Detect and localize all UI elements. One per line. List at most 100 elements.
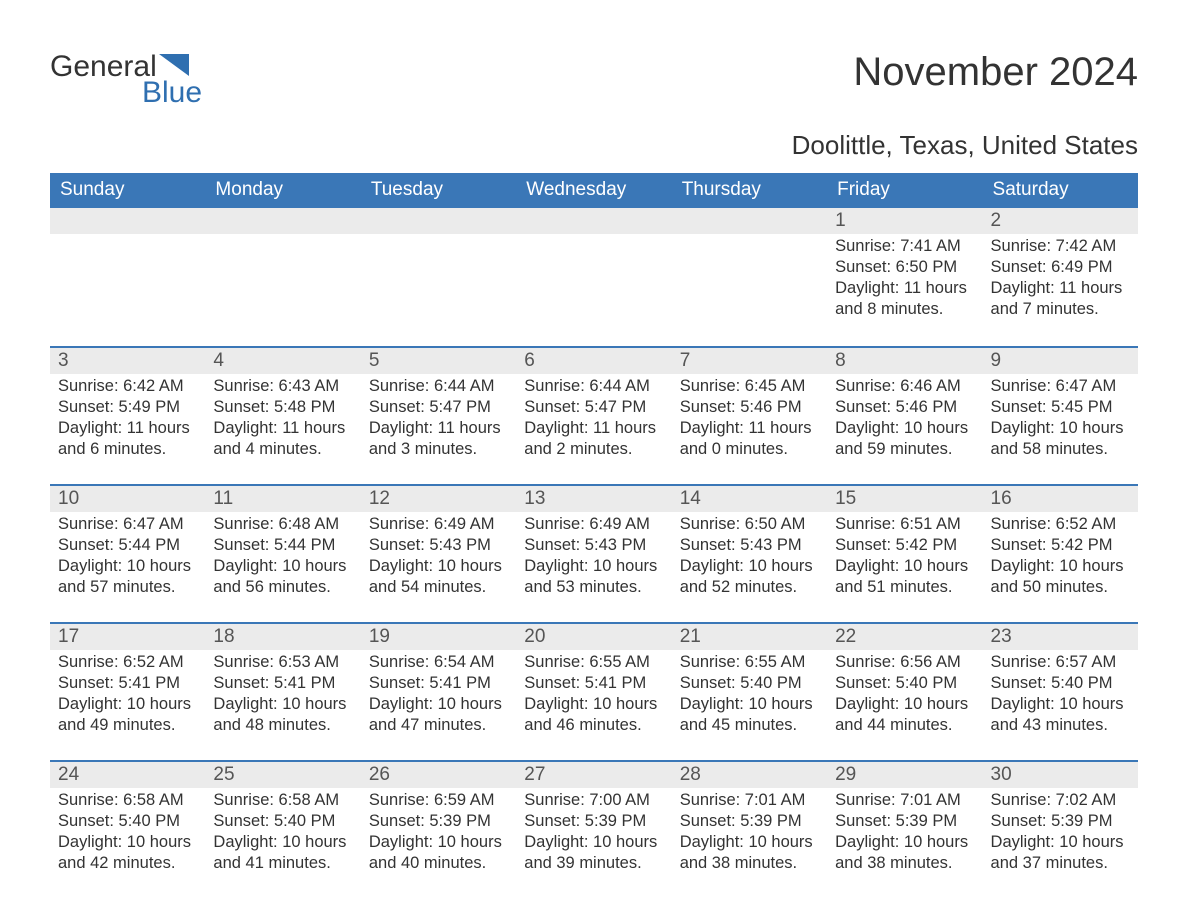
sunrise-text: Sunrise: 6:47 AM [58,514,197,535]
daylight-text: Daylight: 10 hours and 46 minutes. [524,694,663,736]
daylight-text: Daylight: 10 hours and 51 minutes. [835,556,974,598]
sunrise-text: Sunrise: 7:42 AM [991,236,1130,257]
day-number [672,208,827,234]
day-cell: 7Sunrise: 6:45 AMSunset: 5:46 PMDaylight… [672,348,827,484]
sunrise-text: Sunrise: 7:01 AM [680,790,819,811]
day-number [516,208,671,234]
sunset-text: Sunset: 5:41 PM [369,673,508,694]
day-body: Sunrise: 6:58 AMSunset: 5:40 PMDaylight:… [50,788,205,882]
sunset-text: Sunset: 5:44 PM [213,535,352,556]
day-number: 30 [983,762,1138,788]
day-cell: 14Sunrise: 6:50 AMSunset: 5:43 PMDayligh… [672,486,827,622]
sunset-text: Sunset: 5:43 PM [524,535,663,556]
day-cell: 25Sunrise: 6:58 AMSunset: 5:40 PMDayligh… [205,762,360,898]
day-cell: 22Sunrise: 6:56 AMSunset: 5:40 PMDayligh… [827,624,982,760]
weekday-heading: Sunday [50,173,205,208]
weekday-heading: Wednesday [516,173,671,208]
logo: General Blue [50,50,202,110]
sunset-text: Sunset: 5:41 PM [213,673,352,694]
daylight-text: Daylight: 11 hours and 7 minutes. [991,278,1130,320]
day-body: Sunrise: 7:02 AMSunset: 5:39 PMDaylight:… [983,788,1138,882]
day-number: 15 [827,486,982,512]
sunrise-text: Sunrise: 6:58 AM [213,790,352,811]
day-cell: 26Sunrise: 6:59 AMSunset: 5:39 PMDayligh… [361,762,516,898]
daylight-text: Daylight: 10 hours and 44 minutes. [835,694,974,736]
sunrise-text: Sunrise: 7:01 AM [835,790,974,811]
sunset-text: Sunset: 5:43 PM [369,535,508,556]
daylight-text: Daylight: 10 hours and 57 minutes. [58,556,197,598]
day-cell: 20Sunrise: 6:55 AMSunset: 5:41 PMDayligh… [516,624,671,760]
daylight-text: Daylight: 10 hours and 39 minutes. [524,832,663,874]
sunrise-text: Sunrise: 7:02 AM [991,790,1130,811]
calendar: Sunday Monday Tuesday Wednesday Thursday… [50,173,1138,898]
day-cell: 23Sunrise: 6:57 AMSunset: 5:40 PMDayligh… [983,624,1138,760]
day-number: 19 [361,624,516,650]
sunset-text: Sunset: 5:46 PM [680,397,819,418]
sunrise-text: Sunrise: 6:44 AM [524,376,663,397]
daylight-text: Daylight: 10 hours and 54 minutes. [369,556,508,598]
sunset-text: Sunset: 5:39 PM [835,811,974,832]
day-body: Sunrise: 6:50 AMSunset: 5:43 PMDaylight:… [672,512,827,606]
daylight-text: Daylight: 11 hours and 2 minutes. [524,418,663,460]
week-row: 10Sunrise: 6:47 AMSunset: 5:44 PMDayligh… [50,484,1138,622]
day-cell [361,208,516,346]
sunrise-text: Sunrise: 6:49 AM [524,514,663,535]
day-cell: 13Sunrise: 6:49 AMSunset: 5:43 PMDayligh… [516,486,671,622]
day-number: 22 [827,624,982,650]
sunset-text: Sunset: 5:43 PM [680,535,819,556]
day-body: Sunrise: 6:57 AMSunset: 5:40 PMDaylight:… [983,650,1138,744]
day-body: Sunrise: 7:01 AMSunset: 5:39 PMDaylight:… [827,788,982,882]
day-cell: 17Sunrise: 6:52 AMSunset: 5:41 PMDayligh… [50,624,205,760]
sunrise-text: Sunrise: 6:46 AM [835,376,974,397]
day-body: Sunrise: 7:42 AMSunset: 6:49 PMDaylight:… [983,234,1138,328]
daylight-text: Daylight: 10 hours and 43 minutes. [991,694,1130,736]
title-block: November 2024 [853,50,1138,95]
day-body: Sunrise: 6:47 AMSunset: 5:44 PMDaylight:… [50,512,205,606]
day-cell: 12Sunrise: 6:49 AMSunset: 5:43 PMDayligh… [361,486,516,622]
sunset-text: Sunset: 5:42 PM [991,535,1130,556]
sunset-text: Sunset: 5:42 PM [835,535,974,556]
sunrise-text: Sunrise: 6:56 AM [835,652,974,673]
day-body [50,234,205,244]
day-body: Sunrise: 6:52 AMSunset: 5:41 PMDaylight:… [50,650,205,744]
day-number: 17 [50,624,205,650]
week-row: 17Sunrise: 6:52 AMSunset: 5:41 PMDayligh… [50,622,1138,760]
sunrise-text: Sunrise: 6:42 AM [58,376,197,397]
daylight-text: Daylight: 10 hours and 52 minutes. [680,556,819,598]
day-number: 1 [827,208,982,234]
day-body: Sunrise: 6:44 AMSunset: 5:47 PMDaylight:… [361,374,516,468]
sunrise-text: Sunrise: 6:59 AM [369,790,508,811]
week-row: 24Sunrise: 6:58 AMSunset: 5:40 PMDayligh… [50,760,1138,898]
sunrise-text: Sunrise: 6:53 AM [213,652,352,673]
daylight-text: Daylight: 10 hours and 50 minutes. [991,556,1130,598]
week-row: 3Sunrise: 6:42 AMSunset: 5:49 PMDaylight… [50,346,1138,484]
day-number: 4 [205,348,360,374]
sunrise-text: Sunrise: 6:52 AM [991,514,1130,535]
day-body: Sunrise: 6:59 AMSunset: 5:39 PMDaylight:… [361,788,516,882]
day-body: Sunrise: 6:47 AMSunset: 5:45 PMDaylight:… [983,374,1138,468]
daylight-text: Daylight: 10 hours and 56 minutes. [213,556,352,598]
day-number: 24 [50,762,205,788]
sunset-text: Sunset: 5:47 PM [524,397,663,418]
day-cell: 16Sunrise: 6:52 AMSunset: 5:42 PMDayligh… [983,486,1138,622]
day-number: 10 [50,486,205,512]
day-number [361,208,516,234]
sunrise-text: Sunrise: 6:57 AM [991,652,1130,673]
sunrise-text: Sunrise: 6:47 AM [991,376,1130,397]
day-number: 13 [516,486,671,512]
daylight-text: Daylight: 10 hours and 48 minutes. [213,694,352,736]
logo-text1: General [50,50,157,84]
day-body: Sunrise: 6:51 AMSunset: 5:42 PMDaylight:… [827,512,982,606]
day-body: Sunrise: 6:45 AMSunset: 5:46 PMDaylight:… [672,374,827,468]
day-body [205,234,360,244]
sunset-text: Sunset: 5:45 PM [991,397,1130,418]
day-cell: 19Sunrise: 6:54 AMSunset: 5:41 PMDayligh… [361,624,516,760]
day-number: 14 [672,486,827,512]
day-number: 20 [516,624,671,650]
day-number: 5 [361,348,516,374]
sunset-text: Sunset: 5:40 PM [213,811,352,832]
day-body: Sunrise: 6:56 AMSunset: 5:40 PMDaylight:… [827,650,982,744]
day-body [672,234,827,244]
logo-text2: Blue [142,76,202,110]
sunset-text: Sunset: 5:40 PM [991,673,1130,694]
